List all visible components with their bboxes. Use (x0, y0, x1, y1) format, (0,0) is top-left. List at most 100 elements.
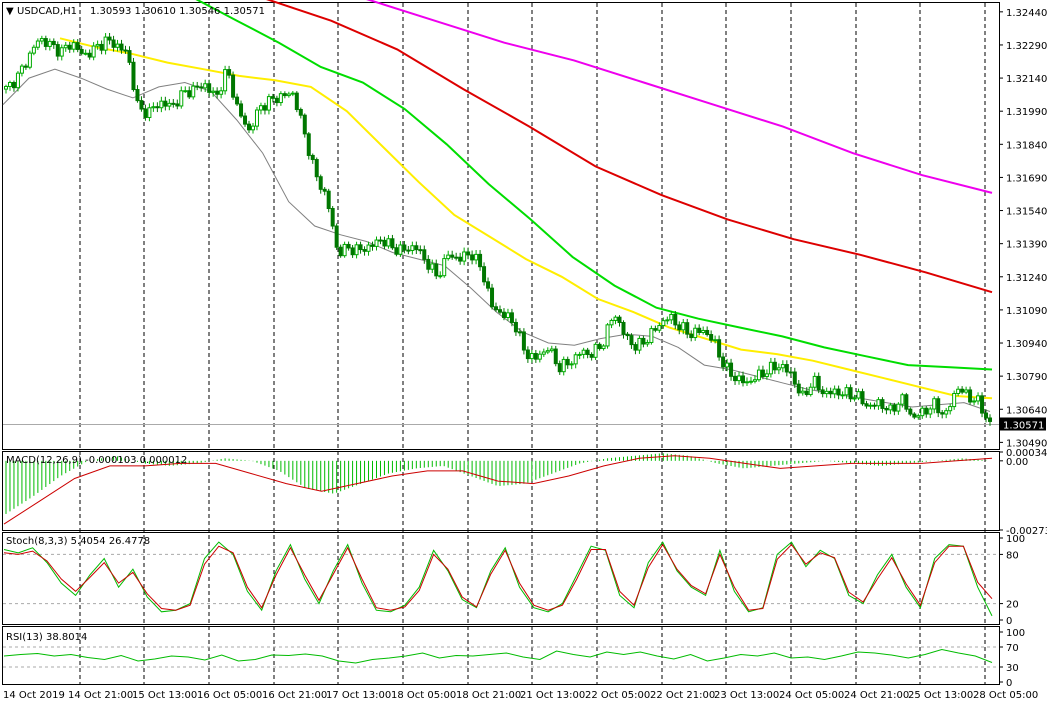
candle-body (593, 343, 598, 358)
candle-body (541, 351, 546, 355)
candle-body (398, 244, 403, 255)
candle-body (39, 38, 44, 42)
price-tick-label: 1.30940 (1006, 339, 1047, 350)
candle-body (764, 373, 769, 378)
candle-body (227, 69, 232, 76)
candle-body (47, 40, 52, 47)
x-tick-label: 14 Oct 2019 (3, 690, 65, 701)
price-tick-label: 1.30790 (1006, 372, 1047, 383)
candle-body (294, 92, 299, 110)
candle-body (486, 281, 491, 289)
candle-body (549, 348, 554, 352)
candle-body (394, 247, 399, 255)
candle-body (231, 74, 236, 98)
candle-body (828, 390, 833, 395)
candle-body (446, 254, 451, 260)
x-tick-label: 16 Oct 05:00 (197, 690, 262, 701)
candle-body (139, 100, 144, 110)
price-tick-label: 1.32290 (1006, 41, 1047, 52)
candle-body (788, 371, 793, 374)
candle-body (820, 389, 825, 395)
rsi-tick-label: 70 (1006, 643, 1019, 654)
candle-body (697, 327, 702, 334)
candle-body (729, 362, 734, 377)
candle-body (43, 38, 48, 47)
symbol-label: USDCAD,H1 (17, 6, 77, 17)
candle-body (956, 388, 961, 394)
candle-body (95, 43, 100, 47)
rsi-line (3, 648, 993, 664)
candle-body (689, 333, 694, 339)
candle-body (988, 417, 993, 422)
candle-body (211, 90, 216, 93)
candle-body (621, 321, 626, 335)
candle-body (800, 390, 805, 394)
candle-body (322, 188, 327, 192)
candle-body (641, 337, 646, 345)
stoch-main-line (3, 541, 993, 617)
candle-body (924, 407, 929, 415)
candle-body (613, 316, 618, 321)
candle-body (952, 392, 957, 408)
candle-body (187, 90, 192, 98)
candle-body (693, 327, 698, 339)
x-tick-label: 25 Oct 13:00 (908, 690, 973, 701)
candle-body (557, 363, 562, 373)
ma-green-line (195, 0, 993, 371)
candle-body (892, 404, 897, 412)
candle-body (904, 394, 909, 410)
candle-body (872, 404, 877, 407)
candle-body (609, 319, 614, 326)
candle-body (649, 328, 654, 343)
rsi-tick-label: 30 (1006, 663, 1019, 674)
candle-body (374, 239, 379, 247)
stoch-tick-label: 0 (1006, 616, 1012, 627)
candle-body (912, 413, 917, 418)
x-tick-label: 28 Oct 05:00 (973, 690, 1038, 701)
candle-body (888, 404, 893, 411)
x-tick-label: 22 Oct 05:00 (585, 690, 650, 701)
candle-body (203, 83, 208, 89)
candle-body (494, 306, 499, 311)
candle-body (250, 125, 255, 131)
candle-body (386, 238, 391, 247)
price-pane-title-arrow: ▼ (6, 6, 14, 17)
current-price-tag (999, 417, 1046, 431)
candle-body (816, 375, 821, 391)
candle-body (454, 256, 459, 259)
stoch-signal-line (3, 543, 993, 611)
candle-body (880, 399, 885, 409)
price-tick-label: 1.30490 (1006, 438, 1047, 449)
candle-body (235, 96, 240, 105)
candle-body (665, 319, 670, 322)
candle-body (585, 349, 590, 355)
candle-body (274, 97, 279, 104)
candle-body (617, 316, 622, 323)
candle-body (450, 254, 455, 258)
candle-body (629, 335, 634, 346)
candle-body (163, 100, 168, 107)
candle-body (900, 394, 905, 405)
candle-body (876, 399, 881, 407)
macd-tick-label: 0.000349 (1006, 448, 1047, 459)
candle-body (573, 354, 578, 365)
candle-body (768, 361, 773, 375)
candle-body (780, 364, 785, 369)
x-tick-label: 16 Oct 21:00 (262, 690, 327, 701)
ma-magenta-line (366, 0, 993, 194)
rsi-tick-label: 100 (1006, 628, 1025, 639)
candle-body (191, 85, 196, 98)
candle-body (282, 93, 287, 97)
candle-body (553, 348, 558, 365)
candle-body (75, 42, 80, 50)
candle-body (944, 410, 949, 415)
candle-body (143, 108, 148, 118)
candle-body (920, 407, 925, 417)
candle-body (752, 379, 757, 382)
candle-body (653, 328, 658, 331)
candle-body (537, 353, 542, 360)
candle-body (569, 363, 574, 366)
candle-body (115, 43, 120, 48)
x-tick-label: 21 Oct 13:00 (520, 690, 585, 701)
